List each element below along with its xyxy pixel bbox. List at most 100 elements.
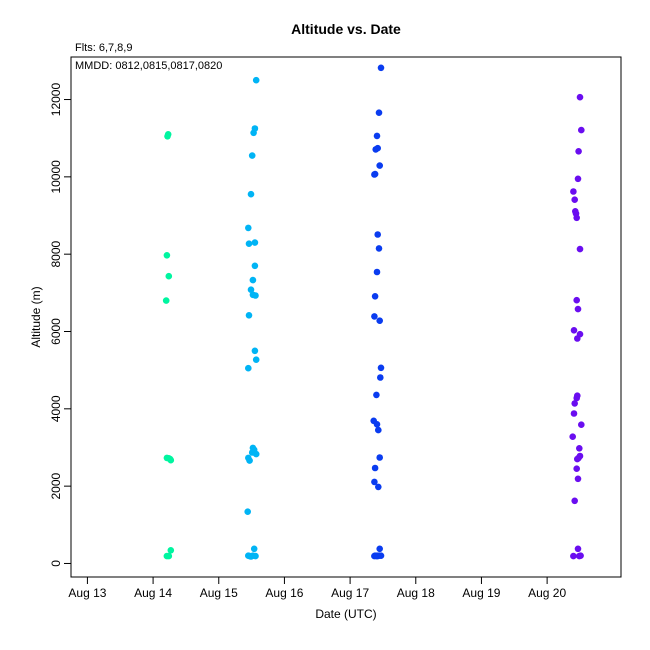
data-point xyxy=(244,508,251,515)
data-point xyxy=(374,144,382,152)
data-point xyxy=(577,552,584,559)
chart-subtitle: Flts: 6,7,8,9 xyxy=(75,42,132,54)
data-point xyxy=(371,464,379,472)
data-point xyxy=(376,454,384,461)
x-tick-label: Aug 13 xyxy=(68,586,106,600)
data-point xyxy=(247,286,255,294)
data-point xyxy=(574,392,581,400)
data-point xyxy=(371,293,379,300)
data-point xyxy=(375,426,382,434)
data-point xyxy=(578,126,585,134)
data-point xyxy=(573,296,580,304)
data-point xyxy=(576,93,584,101)
data-point xyxy=(247,190,255,198)
data-point xyxy=(248,152,256,159)
data-point xyxy=(571,400,578,407)
data-point xyxy=(570,552,577,560)
data-point xyxy=(162,297,170,304)
data-point xyxy=(245,364,252,372)
data-point xyxy=(251,347,259,355)
data-point xyxy=(377,364,385,372)
data-point xyxy=(375,483,382,491)
series-3 xyxy=(370,64,385,560)
data-point xyxy=(371,478,378,486)
data-point xyxy=(167,547,175,554)
data-point xyxy=(574,475,582,483)
data-point xyxy=(167,456,175,464)
data-point xyxy=(574,545,582,553)
data-point xyxy=(245,240,253,247)
data-points xyxy=(162,64,585,560)
data-point xyxy=(576,245,584,253)
data-point xyxy=(573,465,580,473)
series-2 xyxy=(244,76,260,560)
data-point xyxy=(578,421,585,429)
data-point xyxy=(246,457,253,464)
data-point xyxy=(576,452,584,460)
y-tick-label: 8000 xyxy=(49,241,63,268)
series-4 xyxy=(569,93,585,560)
data-point xyxy=(252,356,260,364)
data-point xyxy=(377,552,385,559)
y-axis: 0 2000 4000 6000 8000 10000 12000 xyxy=(49,83,71,567)
data-point xyxy=(570,410,578,417)
data-point xyxy=(377,64,385,72)
data-point xyxy=(250,545,258,553)
y-tick-label: 0 xyxy=(49,560,63,567)
data-point xyxy=(375,245,383,252)
data-point xyxy=(376,162,384,169)
data-point xyxy=(570,188,577,195)
data-point xyxy=(576,445,583,452)
data-point xyxy=(251,125,259,132)
data-point xyxy=(371,170,379,178)
x-tick-label: Aug 18 xyxy=(397,586,435,600)
x-tick-label: Aug 14 xyxy=(134,586,172,600)
data-point xyxy=(252,76,260,84)
data-point xyxy=(373,421,381,428)
y-axis-label: Altitude (m) xyxy=(29,286,43,347)
series-1 xyxy=(162,131,175,560)
data-point xyxy=(373,132,381,140)
data-point xyxy=(251,239,259,246)
data-point xyxy=(376,545,384,553)
data-point xyxy=(570,327,578,334)
x-axis: Aug 13 Aug 14 Aug 15 Aug 16 Aug 17 Aug 18 Aug … xyxy=(68,577,566,600)
data-point xyxy=(164,131,172,138)
x-tick-label: Aug 15 xyxy=(200,586,238,600)
y-tick-label: 4000 xyxy=(49,395,63,422)
y-tick-label: 10000 xyxy=(49,160,63,194)
data-point xyxy=(165,272,173,280)
y-tick-label: 12000 xyxy=(49,83,63,117)
x-tick-label: Aug 17 xyxy=(331,586,369,600)
y-tick-label: 6000 xyxy=(49,318,63,345)
data-point xyxy=(574,305,582,313)
data-point xyxy=(576,330,584,338)
data-point xyxy=(251,262,259,270)
data-point xyxy=(377,374,384,381)
data-point xyxy=(245,224,252,232)
data-point xyxy=(571,196,578,203)
data-point xyxy=(571,497,578,505)
plot-frame xyxy=(70,56,622,578)
chart-title: Altitude vs. Date xyxy=(291,21,401,37)
data-point xyxy=(575,148,582,155)
data-point xyxy=(245,312,253,319)
x-tick-label: Aug 16 xyxy=(265,586,303,600)
data-point xyxy=(249,276,257,284)
data-point xyxy=(574,175,582,183)
x-tick-label: Aug 20 xyxy=(528,586,566,600)
chart-annotation: MMDD: 0812,0815,0817,0820 xyxy=(75,60,222,72)
data-point xyxy=(373,391,380,399)
data-point xyxy=(252,292,259,299)
data-point xyxy=(375,109,383,116)
data-point xyxy=(371,313,378,320)
data-point xyxy=(374,231,382,238)
x-axis-label: Date (UTC) xyxy=(315,607,376,621)
data-point xyxy=(376,317,384,325)
y-tick-label: 2000 xyxy=(49,472,63,499)
data-point xyxy=(573,214,580,222)
data-point xyxy=(163,252,171,259)
data-point xyxy=(165,552,173,560)
